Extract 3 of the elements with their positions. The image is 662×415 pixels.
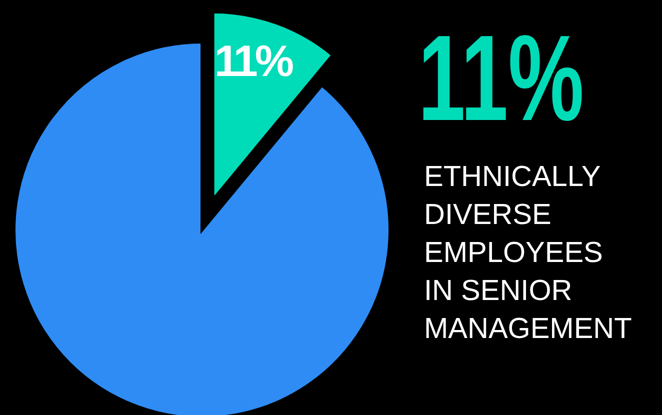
chart-title: 11% xyxy=(418,10,656,146)
data-label: 11% xyxy=(214,36,293,86)
text: ETHNICALLY DIVERSE EMPLOYEES IN SENIOR MANAGEMENT xyxy=(424,161,632,345)
